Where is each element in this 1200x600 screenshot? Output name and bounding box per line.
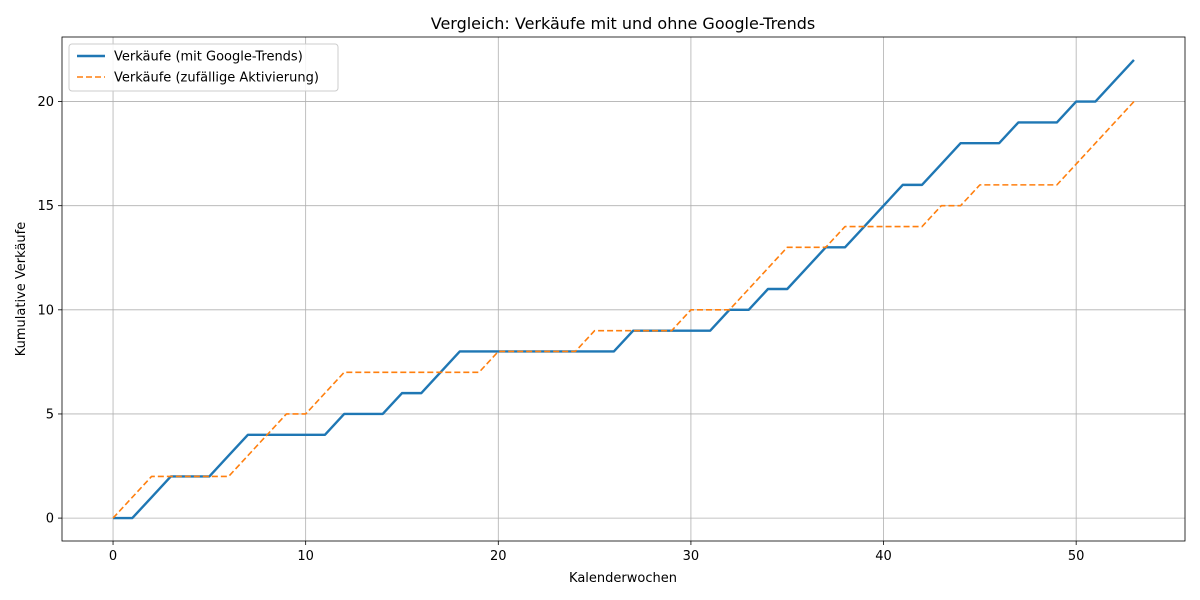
series-line-1	[113, 59, 1135, 520]
x-tick-label: 50	[1068, 549, 1085, 564]
x-tick-label: 20	[490, 549, 507, 564]
x-axis-title: Kalenderwochen	[569, 571, 677, 586]
y-tick-label: 10	[37, 303, 54, 318]
legend-label-1: Verkäufe (mit Google-Trends)	[114, 50, 303, 65]
chart-title: Vergleich: Verkäufe mit und ohne Google-…	[431, 14, 816, 33]
legend-label-2: Verkäufe (zufällige Aktivierung)	[114, 71, 319, 86]
axes	[61, 36, 1186, 542]
y-tick-label: 5	[46, 407, 54, 422]
series-lines	[112, 59, 1135, 520]
y-axis-title: Kumulative Verkäufe	[14, 222, 29, 356]
x-tick-label: 0	[109, 549, 117, 564]
x-tick-label: 30	[683, 549, 700, 564]
grid-lines	[62, 37, 1185, 541]
y-tick-label: 0	[46, 512, 54, 527]
legend-box	[68, 43, 339, 92]
plot-frame	[61, 36, 1186, 542]
tick-labels: 0 10 20 30 40 50 0 5 10 15 20	[37, 95, 1084, 564]
x-tick-label: 10	[297, 549, 314, 564]
legend: Verkäufe (mit Google-Trends) Verkäufe (zu…	[68, 43, 339, 92]
y-tick-label: 20	[37, 95, 54, 110]
y-tick-label: 15	[37, 199, 54, 214]
x-tick-label: 40	[875, 549, 892, 564]
